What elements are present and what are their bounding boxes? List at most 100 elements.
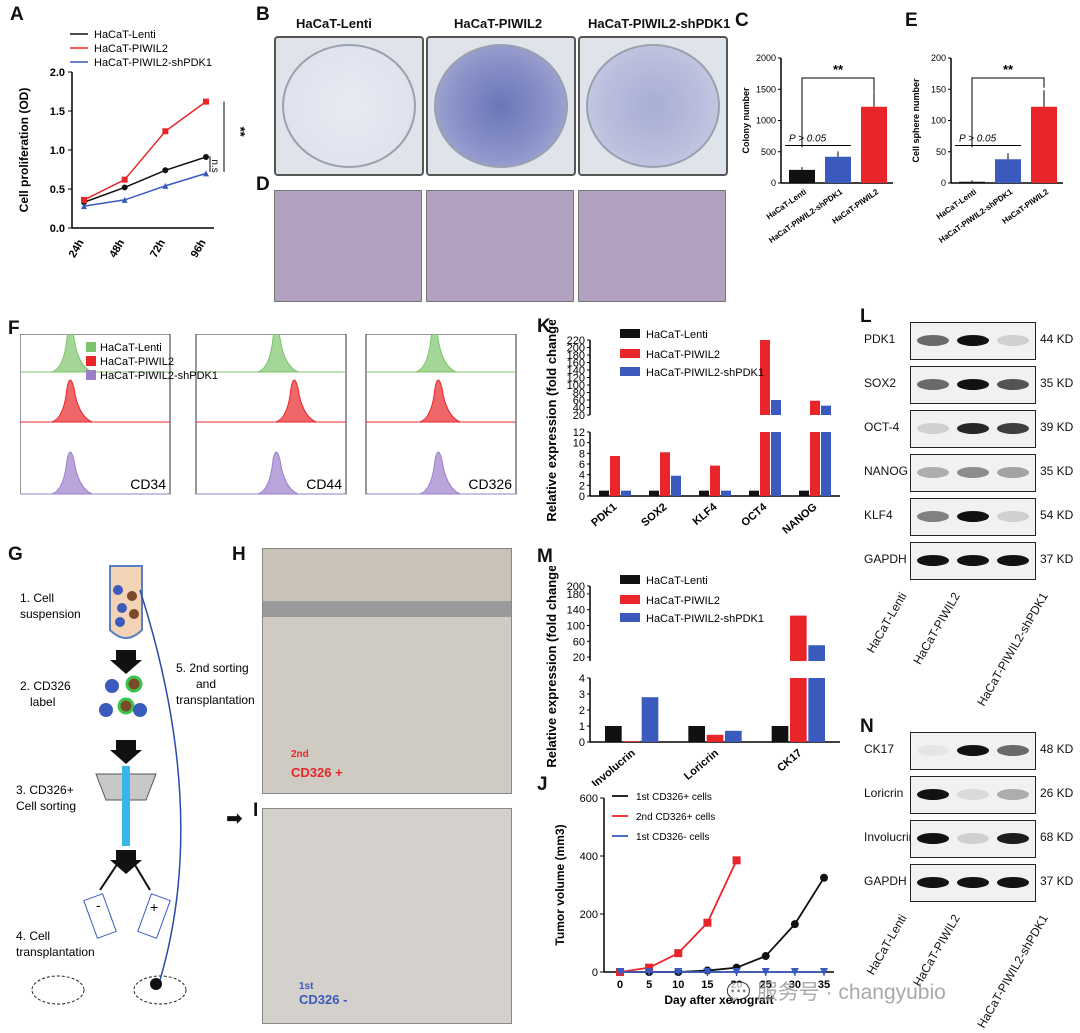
x-tick-label: 24h: [67, 237, 87, 260]
colony-dish-piwil2: [426, 36, 576, 176]
blot-row: [910, 732, 1036, 770]
panel-label-m: M: [537, 546, 553, 567]
marker-label: CD34: [130, 476, 166, 492]
y-axis-title: Colony number: [741, 87, 751, 153]
point: [162, 128, 169, 135]
x-tick-label: 0: [617, 979, 623, 991]
blot-band: [957, 789, 989, 800]
y-tick-label: 2: [579, 480, 585, 492]
histogram-peak: [51, 451, 93, 495]
y-tick-label: 200: [567, 343, 585, 355]
y-tick-label: 140: [567, 365, 585, 377]
x-tick-label: 96h: [189, 237, 209, 260]
x-tick-label: 5: [646, 979, 652, 991]
y-axis-title: Relative expression (fold change): [544, 320, 559, 522]
blot-band: [997, 467, 1029, 478]
lane-label: HaCaT-PIWIL2-shPDK1: [974, 912, 1051, 1031]
step-label: 3. CD326+: [16, 783, 74, 797]
bar: [861, 106, 887, 183]
kd-label: 54 KD: [1040, 508, 1074, 522]
legend-label: HaCaT-Lenti: [100, 342, 162, 354]
panel-label-d: D: [256, 174, 270, 195]
kd-label: 37 KD: [1040, 874, 1074, 888]
y-tick-label: 140: [567, 605, 585, 617]
legend-label: HaCaT-PIWIL2: [100, 356, 174, 368]
y-tick-label: 0: [771, 178, 776, 188]
bar: [649, 490, 659, 496]
kd-label: 44 KD: [1040, 332, 1074, 346]
y-tick-label: 10: [573, 438, 585, 450]
y-tick-label: 180: [567, 350, 585, 362]
colony-dish-shpdk1: [578, 36, 728, 176]
x-tick-label: 10: [672, 979, 684, 991]
blot-band: [917, 335, 949, 346]
point: [790, 968, 799, 976]
protein-label: KLF4: [864, 508, 893, 522]
tumor-volume-chart: 0 200 400 600 0 5 10 15 20 25 30 35 Day after xenogr…: [553, 792, 834, 1007]
labeled-cell: [117, 697, 135, 715]
y-tick-label: 2000: [756, 53, 776, 63]
panel-label-l: L: [860, 306, 872, 327]
histogram-peak: [51, 379, 93, 423]
blot-band: [917, 745, 949, 756]
y-tick-label: 0: [592, 967, 598, 979]
bar: [621, 490, 631, 496]
x-label: KLF4: [691, 501, 720, 528]
y-axis-title: Cell proliferation (OD): [17, 88, 31, 213]
blot-band: [917, 379, 949, 390]
loop-label: 5. 2nd sorting: [176, 661, 249, 675]
blot-band: [997, 423, 1029, 434]
bar: [771, 432, 781, 496]
point: [674, 968, 683, 976]
kd-label: 39 KD: [1040, 420, 1074, 434]
protein-label: PDK1: [864, 332, 896, 346]
point: [121, 196, 128, 203]
x-tick-label: 25: [760, 979, 772, 991]
y-tick-label: 2.0: [50, 67, 65, 79]
y-tick-label: 0: [579, 491, 585, 503]
bar: [671, 475, 681, 496]
bar-upper: [808, 645, 825, 661]
y-tick-label: 3: [579, 689, 585, 701]
x-label: CK17: [775, 747, 804, 774]
step-label: transplantation: [16, 945, 95, 959]
blot-band: [957, 833, 989, 844]
kd-label: 68 KD: [1040, 830, 1074, 844]
protein-label: CK17: [864, 742, 895, 756]
sig-bracket: [971, 77, 1045, 148]
blot-band: [957, 423, 989, 434]
y-tick-label: 1000: [756, 116, 776, 126]
y-tick-label: 50: [936, 147, 946, 157]
y-tick-label: 40: [573, 403, 585, 415]
bar: [790, 678, 807, 742]
sig-star: **: [1003, 62, 1014, 77]
histogram-peak: [51, 334, 93, 373]
y-tick-label: 0.0: [50, 223, 65, 235]
point: [162, 167, 169, 174]
lane-label: HaCaT-PIWIL2: [910, 590, 963, 667]
protein-label: OCT-4: [864, 420, 900, 434]
watermark: 💬 服务号 · changyubio: [726, 976, 946, 1006]
bar: [995, 159, 1021, 183]
panel-label-k: K: [537, 316, 551, 337]
bar-upper: [760, 340, 770, 415]
point: [162, 182, 169, 189]
labeled-cell: [99, 703, 113, 717]
mouse-right: [133, 975, 187, 1005]
photo-label-1st: 1st CD326 -: [299, 977, 347, 1007]
cell: [129, 609, 139, 619]
histogram-peak: [257, 451, 299, 495]
bar: [789, 169, 815, 183]
marker-label: CD44: [306, 476, 342, 492]
y-tick-label: 200: [567, 581, 585, 593]
cell: [115, 617, 125, 627]
blot-band: [957, 555, 989, 566]
sorting-schematic: 1. Cell suspension 2. CD326 label 3. CD326+ C…: [16, 565, 255, 1005]
legend-label: HaCaT-Lenti: [646, 329, 708, 341]
wechat-icon: 💬: [726, 982, 751, 1004]
histogram-peak: [419, 451, 461, 495]
legend-swatch: [620, 329, 640, 338]
blot-band: [997, 379, 1029, 390]
legend-swatch: [86, 370, 96, 380]
blot-band: [997, 511, 1029, 522]
